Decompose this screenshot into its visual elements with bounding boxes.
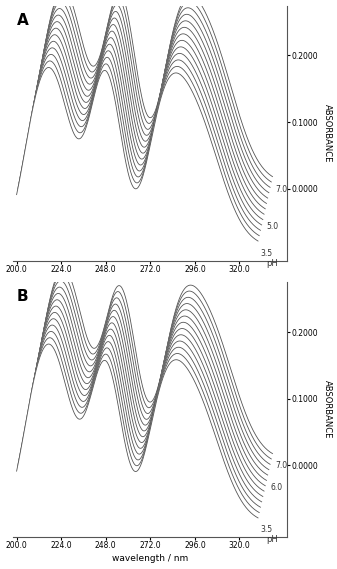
Text: pH: pH [266,258,278,267]
Y-axis label: ABSORBANCE: ABSORBANCE [323,381,332,439]
Text: B: B [17,290,28,304]
Text: 3.5: 3.5 [261,249,273,258]
Text: pH: pH [266,535,278,544]
Text: 7.0: 7.0 [275,461,287,471]
Text: 5.0: 5.0 [267,222,279,231]
Y-axis label: ABSORBANCE: ABSORBANCE [323,104,332,162]
X-axis label: wavelength / nm: wavelength / nm [112,554,188,563]
Text: 3.5: 3.5 [261,525,273,534]
Text: 7.0: 7.0 [275,185,287,194]
Text: 6.0: 6.0 [271,483,283,492]
Text: A: A [17,13,28,28]
